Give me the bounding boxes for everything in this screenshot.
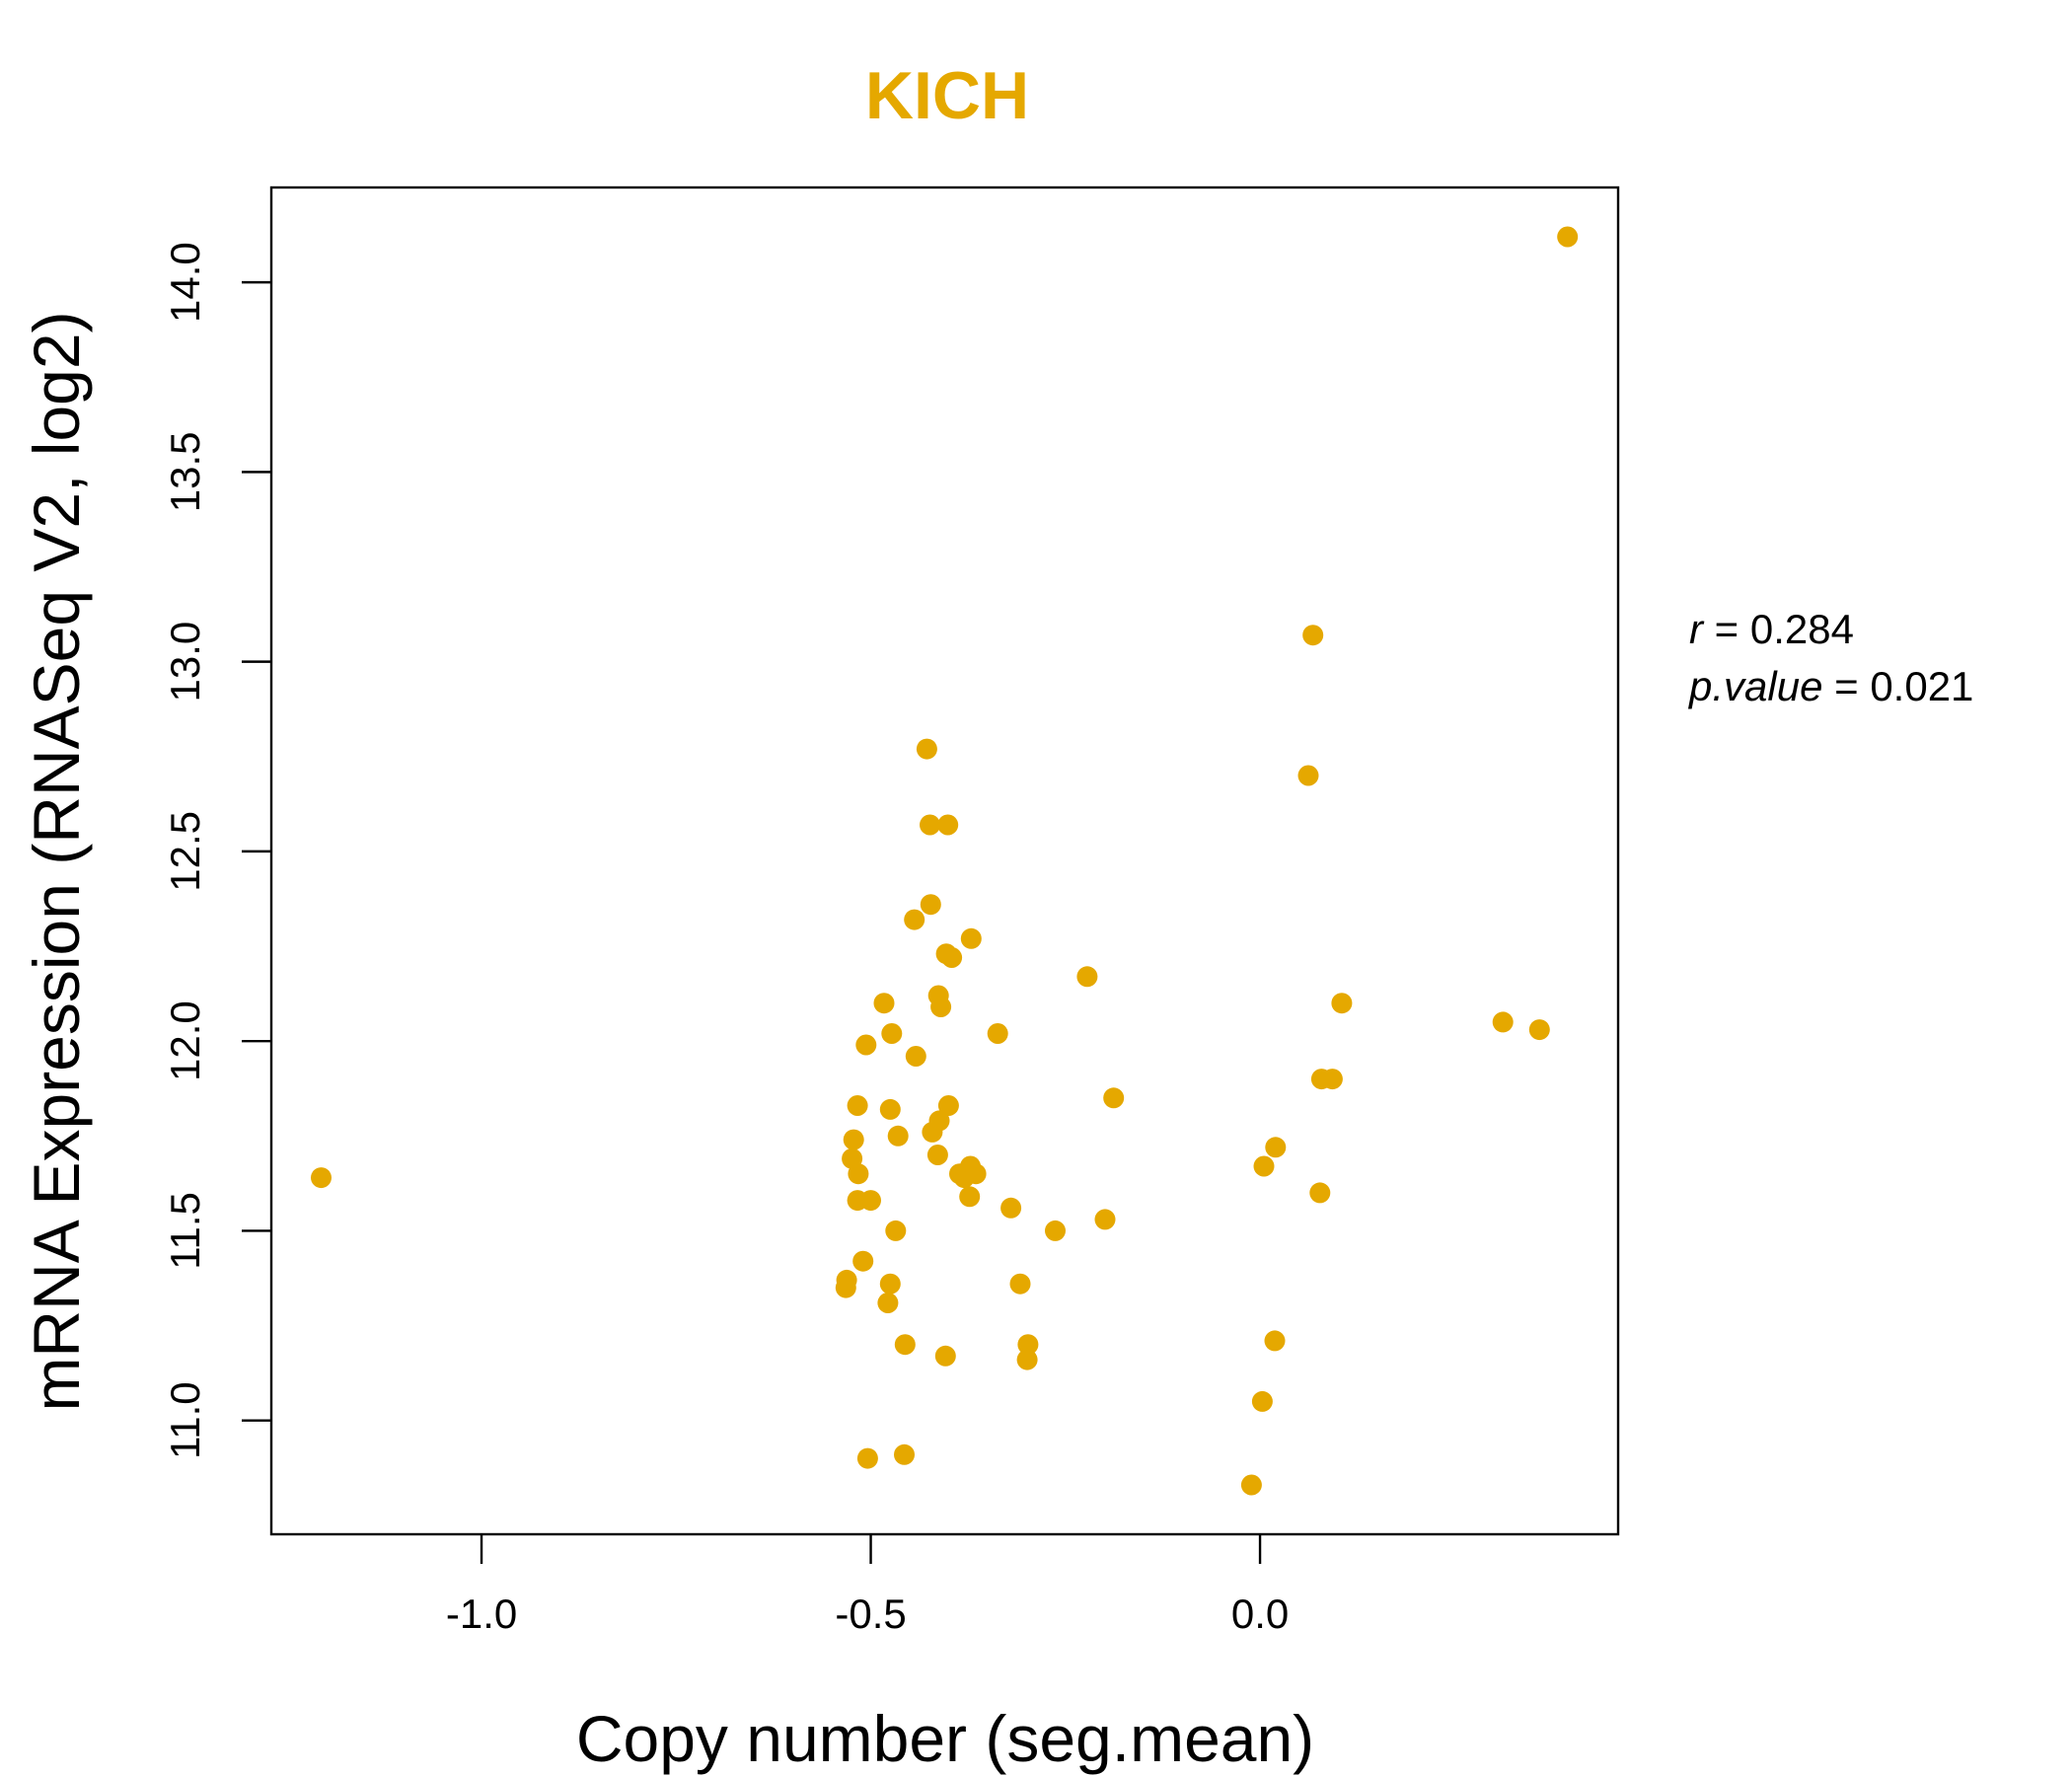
chart-title: KICH xyxy=(865,58,1029,133)
data-point xyxy=(1321,1069,1343,1090)
data-point xyxy=(941,947,963,968)
data-point xyxy=(920,894,941,916)
data-point xyxy=(1251,1390,1273,1412)
data-point xyxy=(879,1273,901,1295)
data-point xyxy=(1009,1273,1031,1295)
p-value-equals: = xyxy=(1822,663,1870,709)
stats-annotation: r = 0.284 p.value = 0.021 xyxy=(1687,606,1973,709)
data-point xyxy=(879,1098,901,1120)
data-point xyxy=(1297,765,1319,786)
x-axis-label: Copy number (seg.mean) xyxy=(576,1702,1314,1775)
data-point xyxy=(1240,1474,1262,1496)
data-point xyxy=(1017,1334,1039,1356)
y-tick-label: 12.5 xyxy=(162,811,208,892)
data-point xyxy=(848,1163,869,1185)
r-annotation: r = 0.284 xyxy=(1689,606,1854,652)
data-point xyxy=(877,1293,899,1313)
data-point xyxy=(965,1163,987,1185)
y-tick-label: 12.0 xyxy=(162,1000,208,1081)
data-point xyxy=(1000,1197,1022,1219)
points-layer xyxy=(311,226,1579,1496)
r-key: r xyxy=(1689,606,1705,652)
data-point xyxy=(1094,1209,1116,1230)
data-point xyxy=(926,1145,948,1165)
y-tick-label: 11.5 xyxy=(162,1192,208,1270)
data-point xyxy=(843,1129,864,1150)
data-point xyxy=(1492,1011,1514,1033)
data-point xyxy=(856,1447,878,1469)
data-point xyxy=(1302,625,1324,646)
plot-frame xyxy=(269,185,1620,1536)
data-point xyxy=(887,1125,909,1147)
data-point xyxy=(916,738,937,760)
data-point xyxy=(1264,1330,1286,1352)
data-point xyxy=(904,909,925,930)
data-point xyxy=(960,927,982,949)
data-point xyxy=(937,1095,959,1116)
y-tick-label: 13.5 xyxy=(162,432,208,513)
r-value: 0.284 xyxy=(1750,606,1854,652)
x-tick-label: -1.0 xyxy=(446,1591,517,1637)
x-axis: -1.0 -0.5 0.0 xyxy=(446,1534,1289,1637)
data-point xyxy=(894,1334,916,1356)
data-point xyxy=(1557,226,1579,248)
data-point xyxy=(835,1277,856,1298)
data-point xyxy=(922,1121,943,1143)
data-point xyxy=(852,1250,874,1272)
data-point xyxy=(1016,1349,1038,1370)
y-tick-label: 13.0 xyxy=(162,622,208,703)
data-point xyxy=(881,1023,903,1044)
p-value-key: p.value xyxy=(1687,663,1822,709)
data-point xyxy=(1528,1019,1550,1041)
data-point xyxy=(885,1220,907,1241)
y-tick-label: 14.0 xyxy=(162,242,208,323)
data-point xyxy=(894,1443,915,1465)
data-point xyxy=(930,997,952,1017)
data-point xyxy=(937,814,959,836)
data-point xyxy=(1253,1155,1275,1177)
data-point xyxy=(1309,1182,1331,1204)
y-axis: 11.0 11.5 12.0 12.5 13.0 13.5 14.0 xyxy=(162,242,271,1459)
data-point xyxy=(873,993,895,1014)
data-point xyxy=(920,814,940,836)
p-value-value: 0.021 xyxy=(1870,663,1973,709)
data-point xyxy=(1265,1137,1287,1158)
data-point xyxy=(1331,993,1353,1014)
data-point xyxy=(847,1095,868,1116)
data-point xyxy=(959,1186,981,1208)
data-point xyxy=(311,1167,332,1189)
y-tick-label: 11.0 xyxy=(162,1381,208,1459)
data-point xyxy=(905,1046,926,1067)
data-point xyxy=(860,1190,881,1212)
data-point xyxy=(1045,1220,1066,1241)
p-value-annotation: p.value = 0.021 xyxy=(1687,663,1973,709)
x-tick-label: 0.0 xyxy=(1231,1591,1289,1637)
data-point xyxy=(855,1034,877,1056)
data-point xyxy=(1103,1087,1125,1109)
r-equals: = xyxy=(1703,606,1750,652)
data-point xyxy=(987,1023,1008,1044)
y-axis-label: mRNA Expression (RNASeq V2, log2) xyxy=(20,311,93,1411)
data-point xyxy=(1076,966,1098,988)
data-point xyxy=(934,1345,956,1367)
x-tick-label: -0.5 xyxy=(835,1591,906,1637)
